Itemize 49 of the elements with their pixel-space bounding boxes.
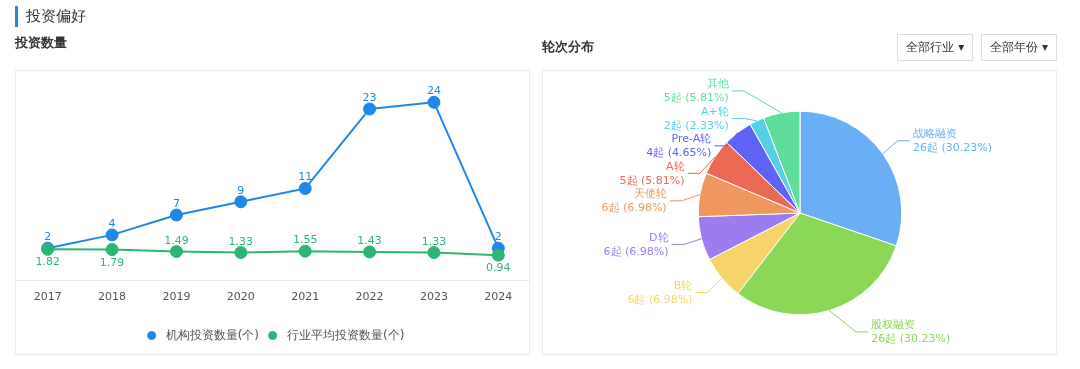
data-label: 0.94 (486, 261, 511, 275)
legend-label: 行业平均投资数量(个) (287, 326, 405, 344)
data-label: 4起 (4.65%) (646, 146, 712, 160)
data-label: 7 (172, 197, 180, 211)
slice-label: A+轮 (701, 104, 729, 118)
data-label: 2起 (2.33%) (663, 118, 729, 132)
data-label: 23 (362, 90, 377, 104)
slice-label: 其他 (706, 77, 729, 91)
data-label: 2 (494, 230, 502, 244)
slice-label: Pre-A轮 (671, 132, 712, 146)
data-label: 9 (237, 183, 245, 197)
data-label: 26起 (30.23%) (912, 141, 992, 155)
data-label: 6起 (6.98%) (601, 201, 667, 215)
slice-label: B轮 (673, 278, 693, 292)
data-label: 1.33 (228, 234, 254, 248)
data-label: 1.82 (35, 255, 60, 269)
data-label: 24 (426, 84, 441, 98)
x-tick-label: 2023 (419, 289, 448, 303)
slice-label: D轮 (649, 230, 669, 244)
data-label: 1.49 (164, 233, 189, 247)
x-tick-label: 2020 (226, 289, 255, 303)
x-tick-label: 2021 (291, 289, 320, 303)
data-label: 1.33 (421, 234, 447, 248)
data-label: 1.79 (99, 255, 125, 269)
data-label: 2 (44, 230, 52, 244)
text: 全部年份 ▾ (981, 34, 1057, 62)
data-label: 6起 (6.98%) (627, 292, 693, 306)
text: 投资偏好 (15, 6, 86, 28)
slice-label: 天使轮 (633, 187, 667, 201)
data-label: 1.55 (292, 233, 318, 247)
x-tick-label: 2017 (33, 289, 62, 303)
legend-label: 机构投资数量(个) (165, 326, 259, 344)
data-label: 11 (298, 170, 313, 184)
data-label: 26起 (30.23%) (871, 332, 951, 346)
x-tick-label: 2022 (355, 289, 384, 303)
chart-title: 轮次分布 (542, 38, 594, 57)
x-tick-label: 2024 (484, 289, 513, 303)
slice-label: A轮 (666, 159, 685, 173)
data-label: 1.43 (357, 233, 382, 247)
slice-label: 股权融资 (871, 318, 916, 332)
data-label: 4 (108, 216, 116, 230)
x-tick-label: 2018 (98, 289, 127, 303)
slice-label: 战略融资 (912, 127, 957, 141)
data-label: 6起 (6.98%) (603, 244, 669, 258)
chart-title: 投资数量 (15, 34, 67, 52)
data-label: 5起 (5.81%) (619, 173, 685, 187)
text: 全部行业 ▾ (897, 34, 974, 62)
x-tick-label: 2019 (162, 289, 191, 303)
data-label: 5起 (5.81%) (663, 91, 729, 105)
